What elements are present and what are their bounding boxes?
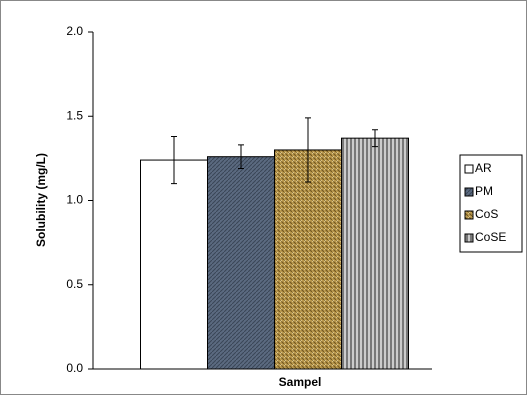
legend-label: CoS — [475, 207, 498, 221]
y-tick-label: 1.0 — [66, 193, 83, 207]
error-bar — [372, 129, 378, 148]
error-bar — [238, 144, 244, 169]
error-bar — [171, 135, 177, 185]
bar — [341, 137, 409, 370]
bar — [207, 156, 275, 370]
bar — [140, 159, 208, 370]
y-tick-label: 0.5 — [66, 277, 83, 291]
legend-label: CoSE — [475, 230, 506, 244]
legend-label: PM — [475, 184, 493, 198]
bar — [274, 149, 342, 370]
x-axis-label: Sampel — [279, 375, 322, 389]
error-bar — [305, 117, 311, 183]
legend-swatch — [464, 187, 474, 197]
legend-swatch — [464, 164, 474, 174]
y-axis-label: Solubility (mg/L) — [34, 153, 48, 247]
y-tick-label: 2.0 — [66, 24, 83, 38]
legend-label: AR — [475, 161, 492, 175]
legend-swatch — [464, 233, 474, 243]
y-tick-label: 0.0 — [66, 361, 83, 375]
legend-swatch — [464, 210, 474, 220]
y-tick-label: 1.5 — [66, 108, 83, 122]
